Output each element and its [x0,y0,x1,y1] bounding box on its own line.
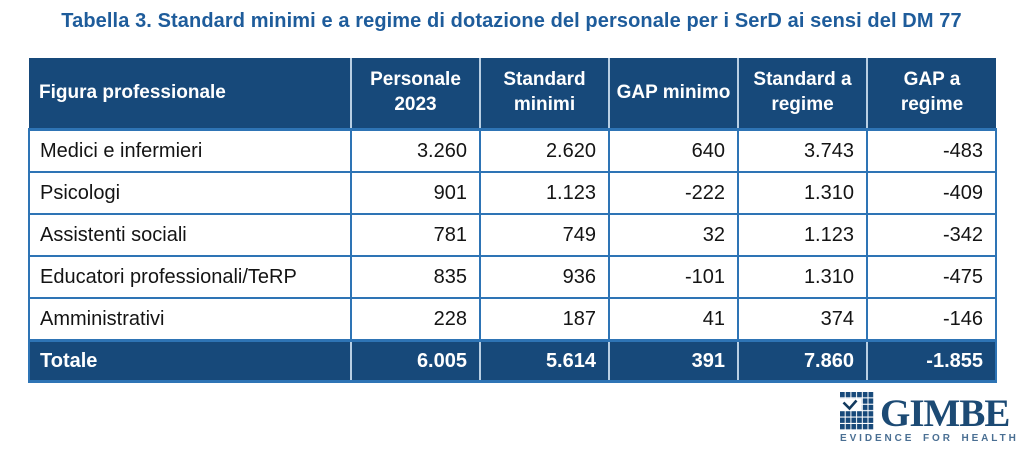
total-personale-2023: 6.005 [350,339,480,383]
table-row-amministrativi: Amministrativi 228 187 41 374 -146 [28,297,997,342]
gimbe-logo-top: GIMBE [840,392,1010,433]
cell-gap-minimo: 41 [608,297,739,342]
cell-standard-minimi: 2.620 [479,128,610,173]
cell-gap-minimo: -222 [608,171,739,215]
cell-gap-minimo: 32 [608,213,739,257]
table-header-row: Figura professionale Personale 2023 Stan… [29,58,996,131]
total-label: Totale [28,339,351,383]
row-label: Educatori professionali/TeRP [28,255,352,299]
header-figura-professionale: Figura professionale [29,58,351,131]
cell-standard-minimi: 1.123 [479,171,610,215]
table-row-assistenti-sociali: Assistenti sociali 781 749 32 1.123 -342 [28,213,997,257]
cell-personale-2023: 901 [350,171,481,215]
cell-personale-2023: 228 [350,297,481,342]
total-standard-a-regime: 7.860 [737,339,867,383]
gimbe-wordmark: GIMBE [880,392,1010,436]
cell-personale-2023: 835 [350,255,481,299]
cell-personale-2023: 3.260 [350,128,481,173]
table-title: Tabella 3. Standard minimi e a regime di… [61,10,962,32]
cell-standard-a-regime: 1.310 [737,255,868,299]
cell-gap-minimo: 640 [608,128,739,173]
total-gap-a-regime: -1.855 [866,339,997,383]
cell-standard-a-regime: 1.123 [737,213,868,257]
cell-gap-a-regime: -342 [866,213,997,257]
cell-gap-minimo: -101 [608,255,739,299]
row-label: Psicologi [28,171,352,215]
cell-gap-a-regime: -475 [866,255,997,299]
cell-standard-minimi: 936 [479,255,610,299]
cell-standard-a-regime: 3.743 [737,128,868,173]
row-label: Assistenti sociali [28,213,352,257]
table-row-medici-infermieri: Medici e infermieri 3.260 2.620 640 3.74… [28,128,997,173]
table-row-psicologi: Psicologi 901 1.123 -222 1.310 -409 [28,171,997,215]
cell-gap-a-regime: -409 [866,171,997,215]
cell-standard-a-regime: 1.310 [737,171,868,215]
cell-standard-a-regime: 374 [737,297,868,342]
header-standard-a-regime: Standard a regime [737,58,867,131]
gimbe-tagline: EVIDENCE FOR HEALTH [840,433,1019,444]
table-row-educatori-terp: Educatori professionali/TeRP 835 936 -10… [28,255,997,299]
personnel-standards-table: Figura professionale Personale 2023 Stan… [28,58,997,383]
cell-standard-minimi: 749 [479,213,610,257]
cell-standard-minimi: 187 [479,297,610,342]
cell-personale-2023: 781 [350,213,481,257]
cell-gap-a-regime: -483 [866,128,997,173]
gimbe-logo: GIMBE EVIDENCE FOR HEALTH [840,392,1019,444]
row-label: Amministrativi [28,297,352,342]
header-gap-minimo: GAP minimo [608,58,738,131]
table-total-row: Totale 6.005 5.614 391 7.860 -1.855 [28,339,997,383]
total-gap-minimo: 391 [608,339,738,383]
total-standard-minimi: 5.614 [479,339,609,383]
header-gap-a-regime: GAP a regime [866,58,996,131]
row-label: Medici e infermieri [28,128,352,173]
header-personale-2023: Personale 2023 [350,58,480,131]
header-standard-minimi: Standard minimi [479,58,609,131]
cell-gap-a-regime: -146 [866,297,997,342]
gimbe-grid-check-icon [840,392,874,430]
